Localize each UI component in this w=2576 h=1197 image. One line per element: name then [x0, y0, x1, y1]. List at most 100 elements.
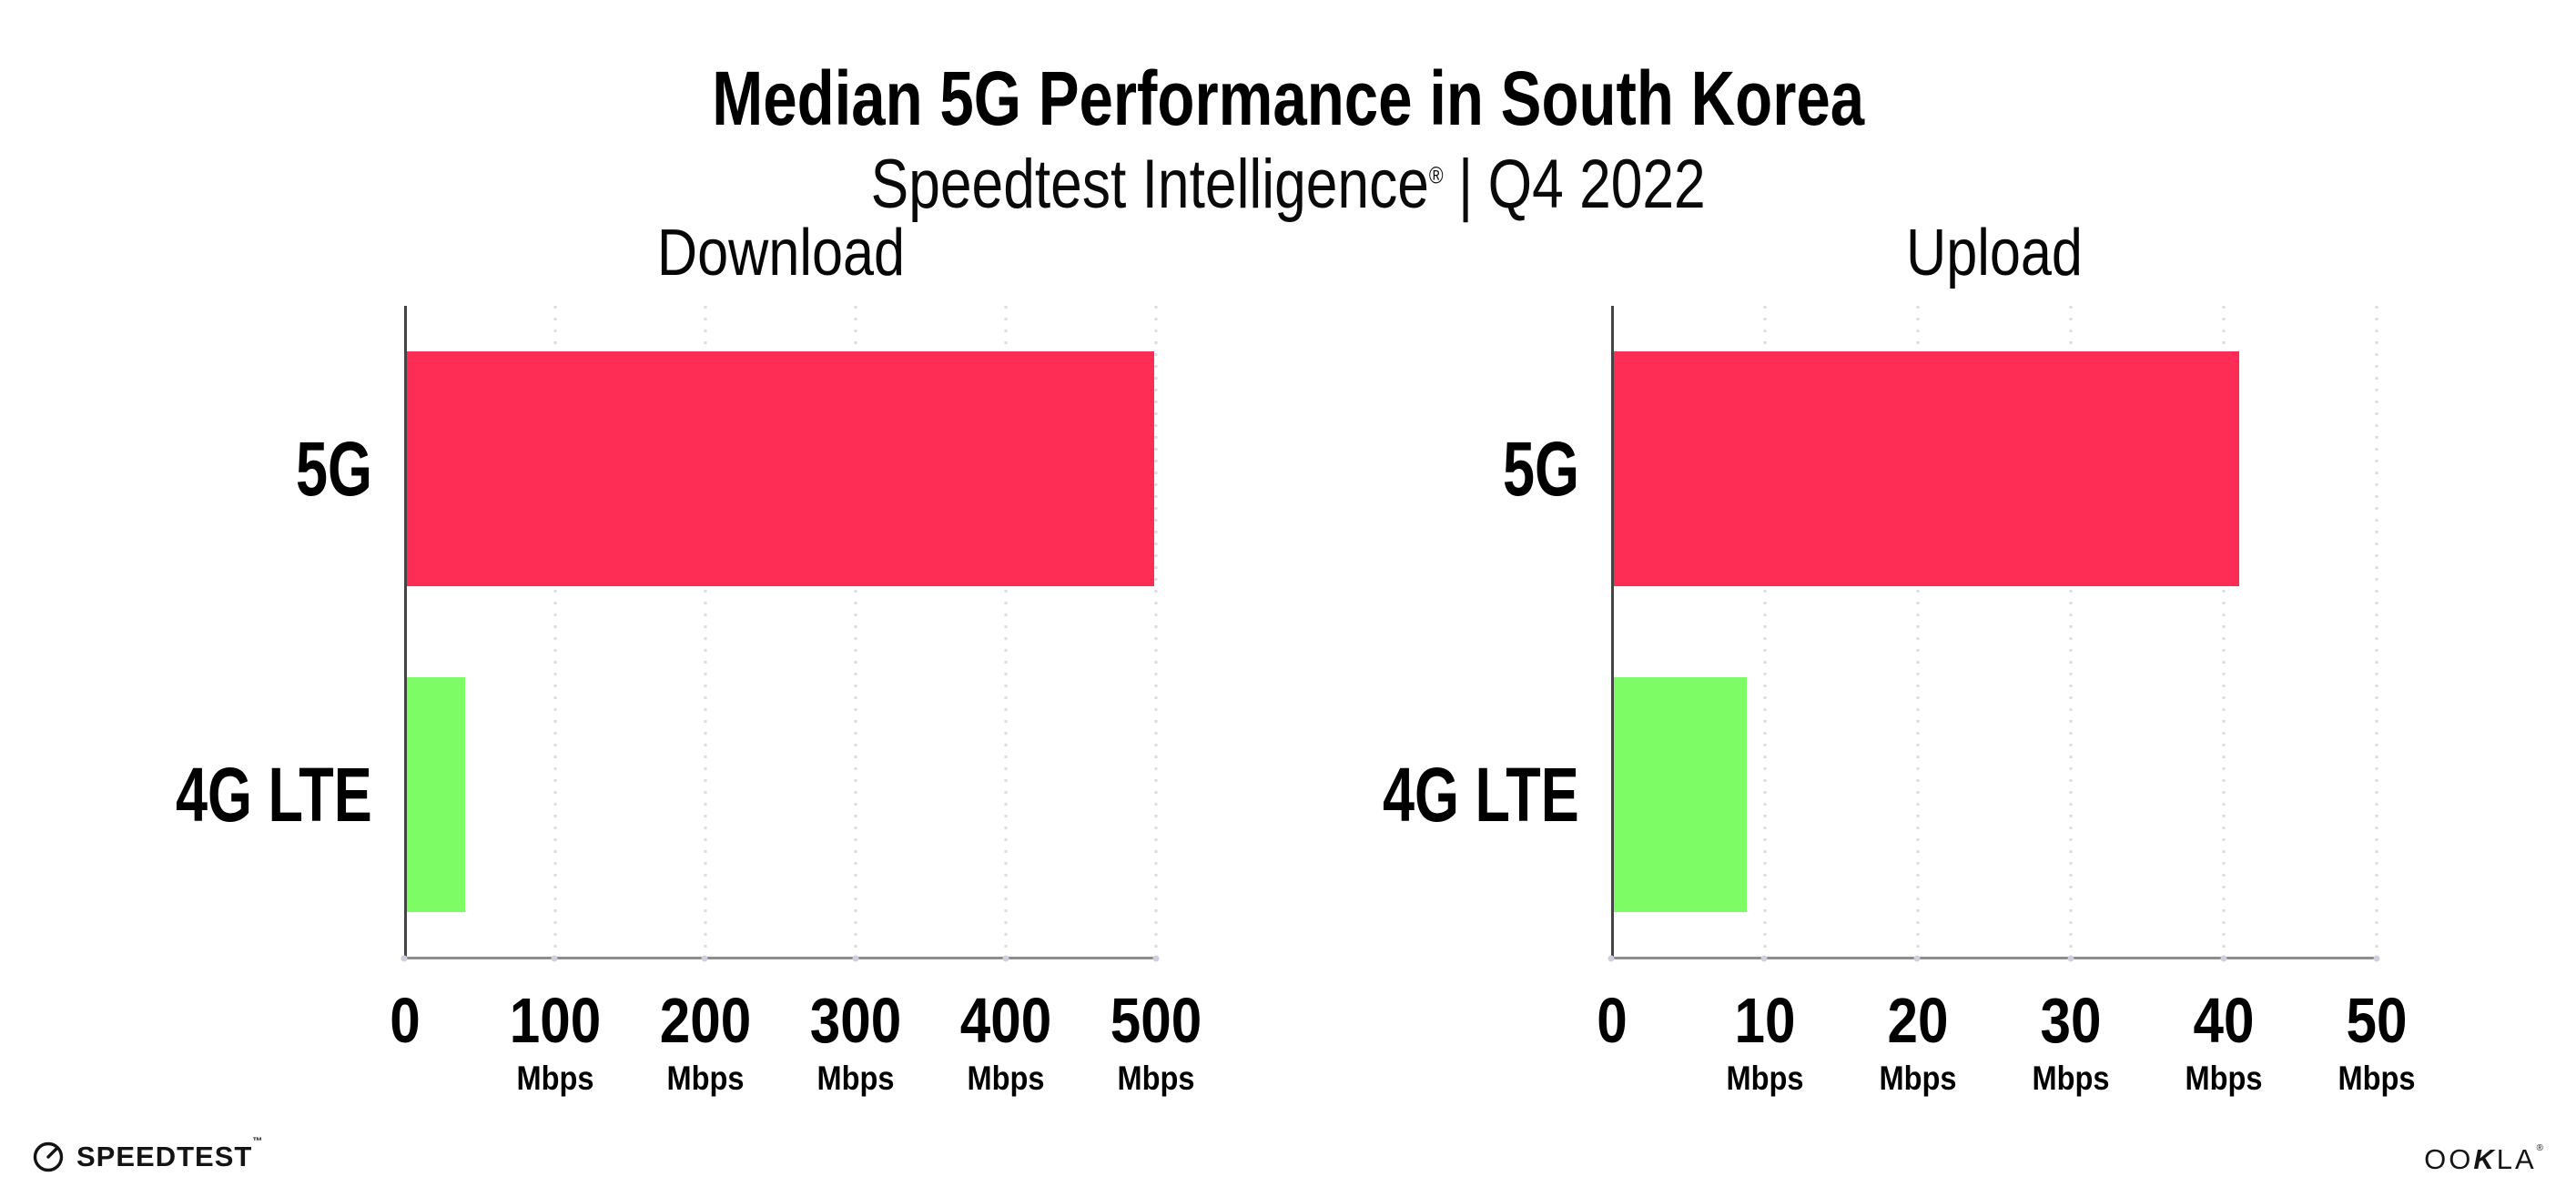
- gridline: [1916, 306, 1920, 958]
- x-tick-unit: Mbps: [2338, 1060, 2416, 1097]
- upload-category-label-4g-lte: 4G LTE: [1317, 632, 1579, 958]
- x-tick-label: 200 Mbps: [653, 989, 759, 1095]
- x-tick-value: 0: [390, 985, 421, 1056]
- upload-x-tick-labels: 0 10 Mbps 20 Mbps 30 Mbps 40 Mbps 50 Mbps: [1597, 958, 2415, 1158]
- tick-dot: [1607, 955, 1615, 961]
- x-tick-label: 500 Mbps: [1103, 989, 1210, 1095]
- download-x-axis-line: [401, 955, 1160, 961]
- gridline: [1154, 306, 1158, 958]
- x-tick-value: 300: [809, 985, 902, 1056]
- gridline: [854, 306, 857, 958]
- ookla-logo: OOKLA®: [2424, 1143, 2546, 1174]
- download-5g-row: [405, 306, 1156, 632]
- x-tick-label: 10 Mbps: [1721, 989, 1810, 1095]
- tick-dot: [1002, 955, 1009, 961]
- ookla-registered-symbol: ®: [2536, 1143, 2546, 1154]
- x-tick-label: 20 Mbps: [1874, 989, 1962, 1095]
- gauge-icon: [33, 1141, 64, 1172]
- upload-chart-title-text: Upload: [1906, 217, 2083, 289]
- download-category-label-4g-lte-text: 4G LTE: [176, 752, 372, 837]
- page-title-text: Median 5G Performance in South Korea: [712, 56, 1864, 142]
- upload-4g-lte-row: [1612, 632, 2377, 958]
- x-tick-label: 0: [1595, 989, 1630, 1052]
- x-tick-unit: Mbps: [2185, 1060, 2263, 1097]
- x-tick-unit: Mbps: [516, 1060, 594, 1097]
- bar-4g-lte-download: [405, 677, 465, 912]
- gridline: [1763, 306, 1767, 958]
- x-tick-value: 40: [2193, 985, 2255, 1056]
- download-category-label-4g-lte: 4G LTE: [110, 632, 372, 958]
- x-tick-value: 200: [659, 985, 752, 1056]
- ookla-wordmark: OOKLA®: [2424, 1142, 2546, 1175]
- tick-dot: [1760, 955, 1768, 961]
- tick-dot: [1913, 955, 1921, 961]
- subtitle-separator: |: [1457, 146, 1474, 224]
- bar-5g-upload: [1612, 351, 2239, 586]
- x-tick-unit: Mbps: [816, 1060, 895, 1097]
- upload-category-label-4g-lte-text: 4G LTE: [1383, 752, 1579, 837]
- bar-4g-lte-upload: [1612, 677, 1747, 912]
- x-tick-value: 500: [1110, 985, 1202, 1056]
- upload-category-label-5g-text: 5G: [1502, 426, 1579, 512]
- x-tick-label: 40 Mbps: [2180, 989, 2268, 1095]
- upload-y-axis-line: [1611, 306, 1614, 958]
- x-tick-value: 20: [1887, 985, 1949, 1056]
- ookla-wordmark-la: LA: [2496, 1142, 2537, 1175]
- subtitle-period: Q4 2022: [1487, 146, 1706, 224]
- gridline: [553, 306, 557, 958]
- tick-dot: [1152, 955, 1160, 961]
- x-tick-value: 400: [959, 985, 1052, 1056]
- download-category-label-5g-text: 5G: [295, 426, 372, 512]
- gridline: [2069, 306, 2073, 958]
- download-chart-title-text: Download: [656, 217, 905, 289]
- tick-dot: [701, 955, 708, 961]
- download-chart-title: Download: [634, 220, 926, 286]
- download-plot-area: [401, 306, 1160, 961]
- speedtest-logo: SPEEDTEST™: [31, 1135, 264, 1174]
- gridline: [704, 306, 707, 958]
- bar-5g-download: [405, 351, 1155, 586]
- tick-dot: [2373, 955, 2380, 961]
- x-tick-unit: Mbps: [1726, 1060, 1804, 1097]
- x-tick-value: 100: [509, 985, 602, 1056]
- download-x-tick-labels: 0 100 Mbps 200 Mbps 300 Mbps 400 Mbps 500 Mbps: [390, 958, 1202, 1158]
- download-4g-lte-row: [405, 632, 1156, 958]
- upload-category-label-5g: 5G: [1477, 306, 1579, 632]
- upload-plot-area: [1607, 306, 2380, 961]
- upload-chart: Upload 5G 4G LTE 0 10 Mbps 20 Mbps 30 Mbps 40 Mb…: [1383, 220, 2415, 1095]
- registered-trademark-symbol: ®: [1428, 161, 1444, 189]
- x-tick-unit: Mbps: [666, 1060, 745, 1097]
- x-tick-label: 400 Mbps: [953, 989, 1060, 1095]
- download-category-label-5g: 5G: [270, 306, 372, 632]
- tick-dot: [551, 955, 558, 961]
- download-y-axis-line: [404, 306, 407, 958]
- download-chart: Download 5G 4G LTE 0 100 Mbps 200 Mbps 300 Mbp…: [176, 220, 1202, 1095]
- x-tick-label: 30 Mbps: [2027, 989, 2115, 1095]
- x-tick-label: 300 Mbps: [803, 989, 909, 1095]
- x-tick-value: 10: [1734, 985, 1796, 1056]
- upload-5g-row: [1612, 306, 2377, 632]
- x-tick-unit: Mbps: [2032, 1060, 2110, 1097]
- x-tick-value: 0: [1597, 985, 1628, 1056]
- x-tick-value: 50: [2346, 985, 2408, 1056]
- x-tick-value: 30: [2040, 985, 2102, 1056]
- tick-dot: [401, 955, 408, 961]
- speedtest-wordmark: SPEEDTEST™: [76, 1135, 264, 1172]
- page-title: Median 5G Performance in South Korea: [0, 58, 2576, 139]
- ookla-wordmark-k: K: [2473, 1142, 2497, 1175]
- x-tick-unit: Mbps: [967, 1060, 1045, 1097]
- x-tick-unit: Mbps: [1879, 1060, 1957, 1097]
- tick-dot: [852, 955, 859, 961]
- x-tick-label: 100 Mbps: [502, 989, 609, 1095]
- trademark-symbol: ™: [252, 1135, 264, 1147]
- x-tick-unit: Mbps: [1117, 1060, 1195, 1097]
- ookla-wordmark-oo: OO: [2424, 1142, 2474, 1175]
- page-subtitle: Speedtest Intelligence® | Q4 2022: [0, 146, 2576, 224]
- gridline: [2222, 306, 2226, 958]
- upload-chart-title: Upload: [1891, 220, 2098, 286]
- x-tick-label: 50 Mbps: [2333, 989, 2421, 1095]
- page-subtitle-text: Speedtest Intelligence® | Q4 2022: [870, 146, 1706, 224]
- upload-x-axis-line: [1607, 955, 2380, 961]
- gridline: [2375, 306, 2378, 958]
